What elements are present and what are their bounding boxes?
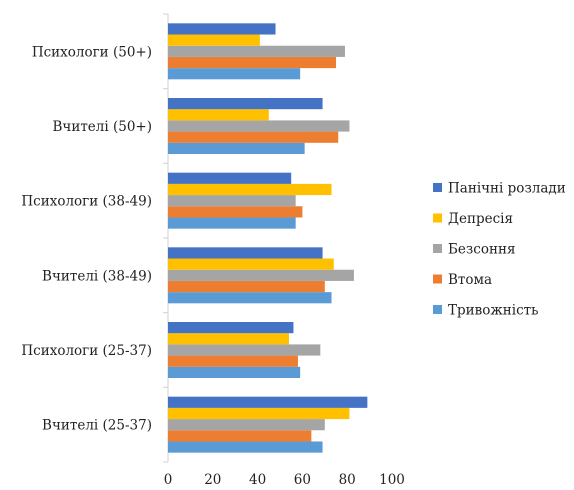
bar-3-2 [168, 195, 296, 207]
legend-label: Втома [448, 272, 492, 288]
x-tick-label: 60 [294, 472, 311, 488]
category-label: Вчителі (25-37) [42, 418, 152, 434]
bar-5-3 [168, 34, 260, 46]
legend-label: Депресія [448, 211, 513, 227]
bar-3-1 [168, 206, 303, 218]
bar-1-2 [168, 344, 321, 356]
x-tick-label: 20 [204, 472, 221, 488]
x-tick-label: 0 [164, 472, 173, 488]
category-label: Вчителі (38-49) [42, 268, 152, 284]
category-label: Психологи (25-37) [21, 343, 152, 359]
bar-2-1 [168, 280, 325, 293]
bar-4-1 [168, 131, 339, 143]
legend-swatch [433, 305, 442, 314]
legend-label: Панічні розлади [448, 181, 566, 197]
axis-layer [163, 13, 169, 463]
x-tick-label: 40 [249, 472, 266, 488]
legend-swatch [433, 183, 442, 192]
bars-layer [168, 23, 368, 453]
bar-5-2 [168, 45, 345, 57]
bar-3-3 [168, 183, 332, 196]
category-labels: Вчителі (25-37) Психологи (25-37) Вчителі … [21, 44, 152, 433]
category-label: Вчителі (50+) [52, 119, 152, 135]
legend-swatch [433, 213, 442, 223]
bar-4-3 [168, 109, 269, 121]
bar-0-4 [168, 396, 368, 408]
legend: Панічні розлади Депресія Безсоння Втома Трив… [433, 181, 566, 319]
legend-label: Безсоння [448, 242, 515, 258]
bar-2-0 [168, 292, 332, 304]
x-tick-label: 80 [339, 472, 356, 488]
bar-5-1 [168, 56, 336, 69]
legend-swatch [433, 274, 442, 284]
bar-1-0 [168, 366, 301, 378]
x-tick-label: 100 [379, 472, 405, 488]
bar-3-4 [168, 172, 292, 184]
bar-0-3 [168, 407, 350, 420]
bar-4-4 [168, 98, 323, 110]
bar-4-2 [168, 120, 350, 132]
bar-5-4 [168, 23, 276, 35]
bar-5-0 [168, 68, 301, 80]
bar-4-0 [168, 142, 305, 154]
category-label: Психологи (38-49) [21, 194, 152, 210]
bar-0-0 [168, 441, 323, 453]
bar-2-2 [168, 269, 354, 281]
bar-1-4 [168, 322, 294, 334]
bar-2-3 [168, 258, 334, 270]
legend-label: Тривожність [448, 303, 539, 319]
bar-1-1 [168, 355, 298, 367]
bar-0-2 [168, 419, 325, 431]
bar-2-4 [168, 247, 323, 259]
x-tick-labels: 0 20 40 60 80 100 [164, 472, 405, 488]
bar-3-0 [168, 217, 296, 229]
category-label: Психологи (50+) [32, 44, 152, 60]
bar-0-1 [168, 430, 312, 442]
legend-swatch [433, 244, 442, 253]
bar-1-3 [168, 333, 289, 345]
